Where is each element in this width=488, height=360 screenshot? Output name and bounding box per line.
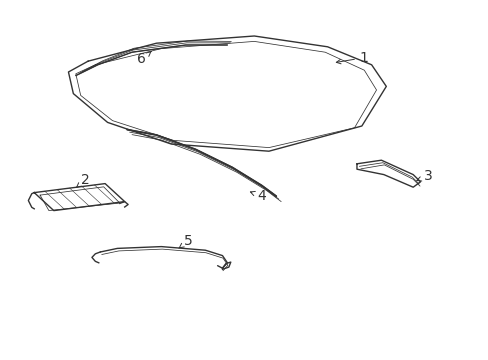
Text: 5: 5 bbox=[179, 234, 192, 248]
Text: 4: 4 bbox=[250, 189, 265, 203]
Text: 1: 1 bbox=[336, 51, 368, 64]
Text: 6: 6 bbox=[137, 51, 151, 66]
Text: 2: 2 bbox=[76, 173, 90, 188]
Text: 3: 3 bbox=[416, 170, 431, 183]
